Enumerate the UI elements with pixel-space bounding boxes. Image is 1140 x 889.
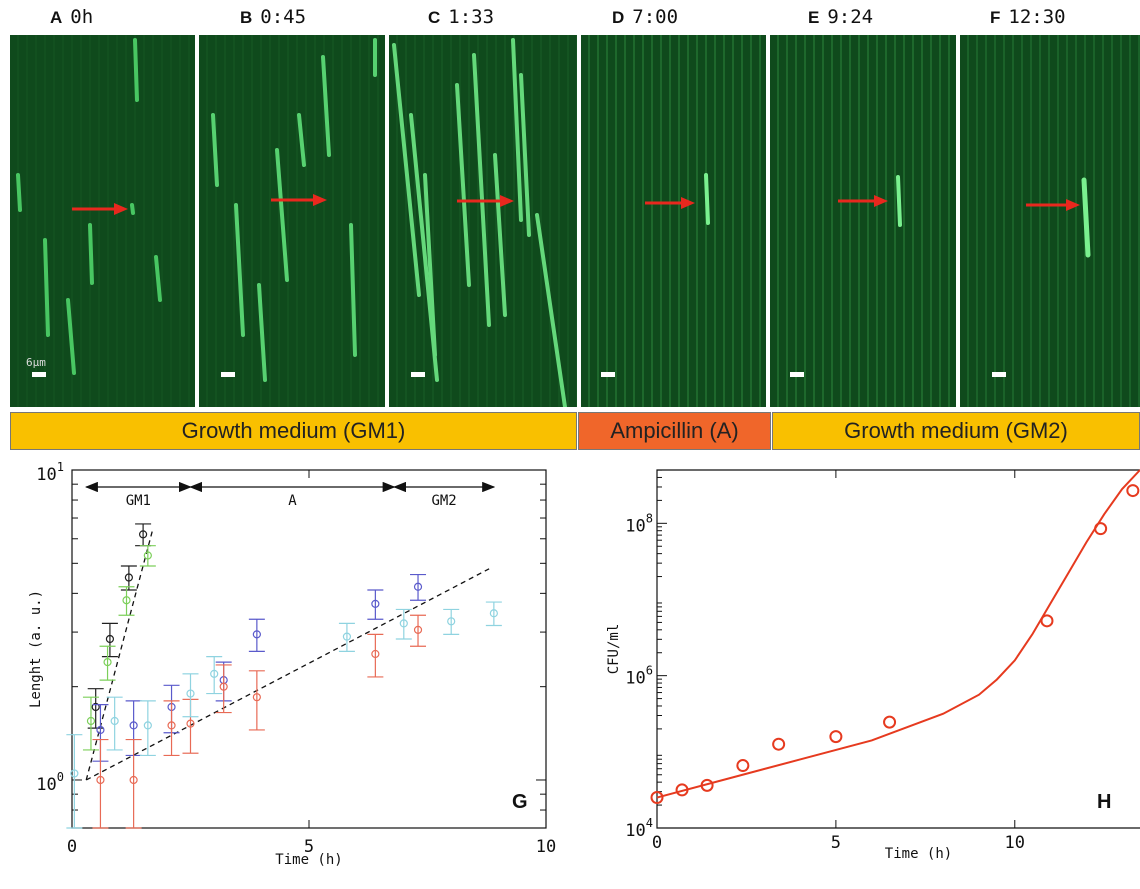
x-tick-label: 0 <box>67 837 77 857</box>
data-point <box>167 721 176 730</box>
data-point <box>122 596 131 605</box>
data-point <box>342 632 352 641</box>
x-axis-label: Time (h) <box>885 846 952 862</box>
data-point <box>186 719 195 728</box>
data-point <box>252 693 261 702</box>
panel-label-b: B 0:45 <box>240 6 307 28</box>
phase-label-gm2: GM2 <box>431 493 456 509</box>
data-point <box>413 582 423 591</box>
x-tick-label: 5 <box>831 833 841 853</box>
data-point <box>86 716 96 726</box>
data-point <box>772 737 786 751</box>
micrograph-e-filaments <box>838 175 902 227</box>
panel-label-e: E 9:24 <box>808 6 874 28</box>
x-tick-label: 10 <box>536 837 556 857</box>
micrograph-e <box>770 35 956 407</box>
data-point <box>1126 484 1140 498</box>
band-growth-medium-gm2: Growth medium (GM2) <box>772 412 1140 450</box>
panel-label-a: A 0h <box>50 6 94 28</box>
data-point <box>489 609 498 618</box>
data-point <box>700 778 714 792</box>
data-point <box>129 775 138 785</box>
data-point <box>883 715 897 729</box>
data-point <box>91 702 100 712</box>
scale-bar <box>221 372 235 377</box>
micrograph-b-filaments <box>211 38 377 382</box>
micrograph-d <box>581 35 766 407</box>
data-point <box>447 617 456 626</box>
data-point <box>143 551 152 560</box>
panel-label-d: D 7:00 <box>612 6 679 28</box>
y-axis-label: CFU/ml <box>606 624 622 675</box>
fit-line <box>85 529 154 781</box>
scale-bar <box>790 372 804 377</box>
data-point <box>210 669 219 678</box>
data-point <box>829 730 843 744</box>
x-tick-label: 10 <box>1005 833 1025 853</box>
micrograph-b <box>199 35 385 407</box>
micrograph-f <box>960 35 1140 407</box>
panel-letter-g: G <box>512 791 528 813</box>
scale-label: 6µm <box>26 356 46 369</box>
data-point <box>110 716 119 726</box>
plot-frame <box>656 469 1140 829</box>
data-point <box>186 689 195 698</box>
panel-label-f: F 12:30 <box>990 6 1066 28</box>
data-point <box>1040 614 1054 628</box>
micrograph-a-filaments <box>16 38 162 375</box>
data-point <box>143 721 152 730</box>
data-point <box>139 530 148 539</box>
band-ampicillin: Ampicillin (A) <box>578 412 771 450</box>
data-point <box>413 625 423 634</box>
data-point <box>124 573 133 582</box>
data-point <box>650 791 664 805</box>
x-tick-label: 0 <box>652 833 662 853</box>
micrograph-a: 6µm <box>10 35 195 407</box>
data-point <box>96 775 105 785</box>
data-point <box>70 769 79 778</box>
fit-curve <box>656 469 1140 799</box>
scale-bar <box>411 372 425 377</box>
data-point <box>399 619 408 628</box>
scale-bar <box>992 372 1006 377</box>
data-point <box>219 682 228 691</box>
fit-line <box>85 568 490 781</box>
y-tick-label: 106 <box>625 664 653 689</box>
data-point <box>252 630 261 639</box>
phase-label-gm1: GM1 <box>126 493 151 509</box>
chart-g: 100 101 0 5 10 Time (h) Lenght (a. u.) GM1 A GM2 G <box>0 455 570 885</box>
panel-letter-h: H <box>1097 791 1111 813</box>
x-axis-label: Time (h) <box>275 852 342 868</box>
chart-h: 104 106 108 0 5 10 Time (h) CFU/ml H <box>570 455 1140 885</box>
band-growth-medium-gm1: Growth medium (GM1) <box>10 412 577 450</box>
data-point <box>96 725 105 735</box>
y-tick-label: 101 <box>36 460 64 485</box>
data-point <box>103 658 112 667</box>
x-tick-label: 5 <box>304 837 314 857</box>
panel-label-c: C 1:33 <box>428 6 495 28</box>
micrograph-c-filaments <box>392 38 567 407</box>
micrograph-c <box>389 35 577 407</box>
micrograph-f-filaments <box>1026 177 1091 258</box>
data-point <box>1094 522 1108 536</box>
data-point <box>675 783 689 797</box>
y-axis-label: Lenght (a. u.) <box>28 590 44 708</box>
data-point <box>129 721 138 730</box>
data-point <box>371 649 380 659</box>
data-point <box>736 759 750 773</box>
scale-bar <box>601 372 615 377</box>
scale-bar <box>32 372 46 377</box>
data-point <box>371 599 380 608</box>
phase-label-a: A <box>288 493 297 509</box>
micrograph-d-filaments <box>645 173 710 225</box>
y-tick-label: 104 <box>625 816 653 841</box>
y-tick-label: 100 <box>36 770 64 795</box>
data-point <box>105 634 115 644</box>
y-tick-label: 108 <box>625 511 653 536</box>
